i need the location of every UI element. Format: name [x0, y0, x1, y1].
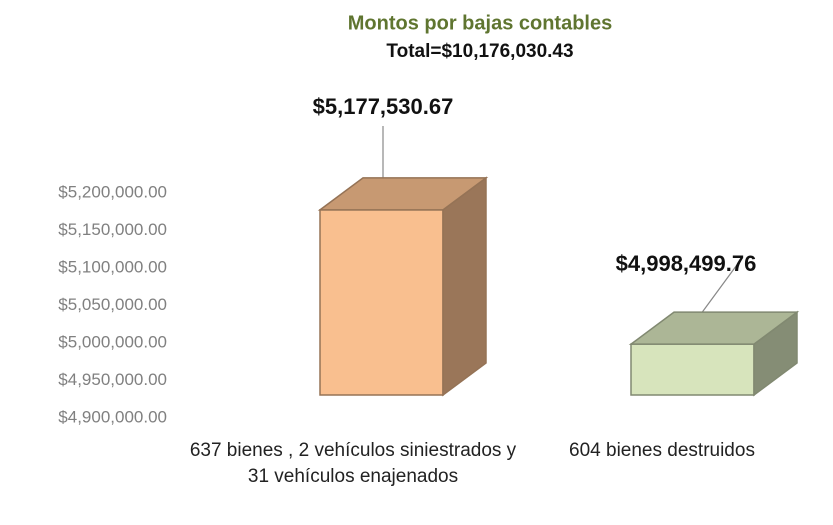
y-tick-label: $5,200,000.00	[58, 182, 167, 201]
x-tick-label: 604 bienes destruidos	[569, 440, 755, 461]
x-tick-label: 637 bienes , 2 vehículos siniestrados y …	[189, 440, 517, 487]
y-tick-label: $5,100,000.00	[58, 257, 167, 276]
chart-subtitle: Total=$10,176,030.43	[386, 41, 573, 62]
bar-front	[319, 209, 444, 396]
bar-front	[630, 343, 755, 396]
leader-line	[694, 257, 743, 323]
value-label: $4,998,499.76	[616, 251, 757, 276]
y-tick-label: $4,900,000.00	[58, 407, 167, 426]
value-label: $5,177,530.67	[313, 94, 454, 119]
y-tick-label: $5,150,000.00	[58, 220, 167, 239]
y-tick-label: $5,050,000.00	[58, 295, 167, 314]
bar-top	[317, 177, 489, 211]
bar	[317, 176, 489, 397]
bar-side	[442, 176, 487, 397]
bar	[628, 310, 800, 397]
bar-top	[628, 311, 800, 345]
y-tick-label: $4,950,000.00	[58, 370, 167, 389]
y-tick-label: $5,000,000.00	[58, 332, 167, 351]
chart-title: Montos por bajas contables	[348, 12, 612, 34]
